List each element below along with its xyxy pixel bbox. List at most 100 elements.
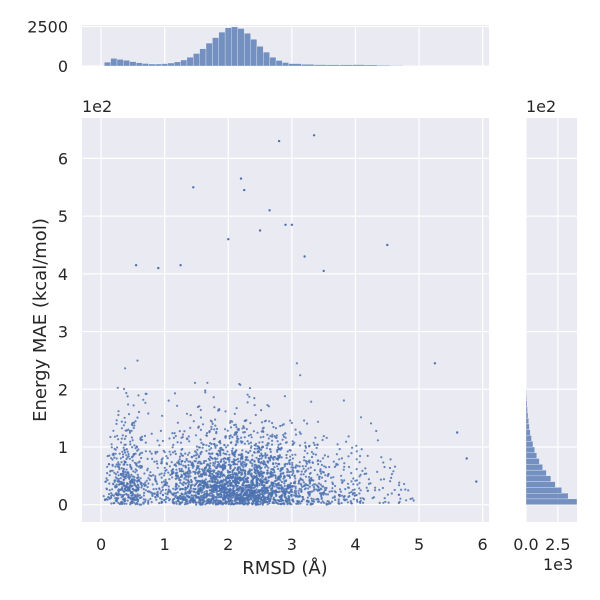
scatter-point [117, 438, 120, 441]
scatter-point [262, 496, 265, 499]
scatter-point [127, 428, 130, 431]
scatter-point [261, 475, 265, 478]
scatter-point [382, 478, 386, 481]
scatter-point [148, 450, 152, 453]
scatter-point [263, 471, 266, 474]
scatter-point [213, 406, 216, 409]
scatter-point [285, 441, 288, 444]
scatter-point [251, 483, 254, 487]
scatter-point [243, 442, 246, 445]
scatter-point [144, 450, 147, 453]
scatter-point [134, 498, 138, 501]
scatter-point [331, 487, 334, 490]
scatter-point [284, 436, 287, 439]
scatter-point [379, 478, 382, 481]
scatter-point [202, 443, 205, 446]
marginal-y-bar [525, 498, 578, 505]
scatter-point [254, 444, 257, 447]
scatter-point [265, 465, 268, 468]
scatter-point [310, 490, 313, 493]
scatter-point [147, 412, 150, 415]
scatter-point [224, 428, 227, 431]
scatter-point [268, 493, 271, 496]
scatter-point [125, 391, 128, 395]
scatter-point [213, 428, 216, 431]
scatter-point [316, 443, 319, 446]
scatter-point [334, 484, 337, 488]
scatter-point [243, 436, 246, 439]
scatter-point [206, 381, 209, 384]
marginal-x-bar [116, 59, 124, 67]
scatter-point [224, 410, 227, 413]
scatter-point [131, 421, 134, 424]
scatter-point [220, 471, 223, 474]
scatter-point [184, 496, 187, 499]
scatter-point [195, 457, 198, 460]
scatter-point [307, 475, 311, 479]
scatter-point [399, 497, 402, 500]
scatter-point [220, 489, 223, 492]
scatter-point [114, 452, 117, 455]
scatter-point [132, 426, 135, 430]
scatter-point [197, 492, 200, 495]
scatter-point [270, 443, 274, 446]
scatter-point [155, 460, 158, 463]
scatter-point [243, 488, 246, 491]
scatter-point [248, 387, 252, 390]
scatter-point [267, 466, 270, 469]
scatter-point [347, 455, 350, 458]
scatter-point [311, 484, 314, 487]
scatter-point [341, 494, 344, 497]
scatter-point [291, 457, 294, 460]
scatter-point [182, 495, 185, 498]
scatter-point [175, 487, 178, 491]
scatter-point [285, 453, 288, 457]
scatter-point [210, 475, 213, 479]
scatter-point [269, 497, 272, 500]
scatter-point [223, 443, 226, 447]
scatter-point [283, 484, 286, 488]
scatter-point [285, 479, 288, 482]
scatter-point [125, 457, 128, 461]
scatter-point [210, 500, 213, 503]
scatter-point [124, 367, 127, 370]
scatter-point [273, 471, 276, 474]
scatter-point [300, 489, 303, 492]
scatter-point [169, 453, 172, 456]
scatter-point [291, 440, 294, 443]
scatter-point [304, 445, 307, 448]
scatter-point [123, 502, 126, 505]
scatter-point [260, 421, 264, 424]
scatter-point [147, 499, 150, 502]
scatter-point [165, 468, 168, 472]
scatter-point [263, 489, 266, 492]
scatter-point [220, 465, 224, 468]
scatter-point [217, 494, 220, 497]
scatter-point [267, 489, 270, 492]
scatter-point [219, 502, 223, 505]
scatter-point [214, 486, 217, 489]
scatter-point [180, 460, 183, 463]
scatter-point [261, 441, 264, 444]
marginal-y-scale-label: 1e2 [526, 97, 556, 116]
scatter-point [245, 456, 248, 459]
scatter-point [131, 424, 134, 427]
scatter-point-outlier [227, 238, 230, 241]
scatter-point [137, 465, 140, 468]
scatter-point [199, 483, 202, 486]
scatter-point [255, 467, 258, 470]
scatter-point [147, 477, 150, 480]
marginal-y-tick-label: 2.5 [545, 535, 570, 554]
scatter-point [365, 486, 368, 489]
scatter-point [289, 488, 292, 492]
scatter-point [172, 436, 175, 439]
scatter-point [206, 490, 209, 493]
scatter-point [321, 485, 324, 488]
scatter-point [240, 478, 243, 481]
scatter-point [216, 473, 219, 476]
scatter-point [128, 431, 132, 434]
scatter-point [325, 486, 328, 490]
scatter-point [264, 500, 267, 503]
marginal-x-tick-label: 2500 [27, 18, 68, 37]
scatter-point [256, 445, 259, 448]
